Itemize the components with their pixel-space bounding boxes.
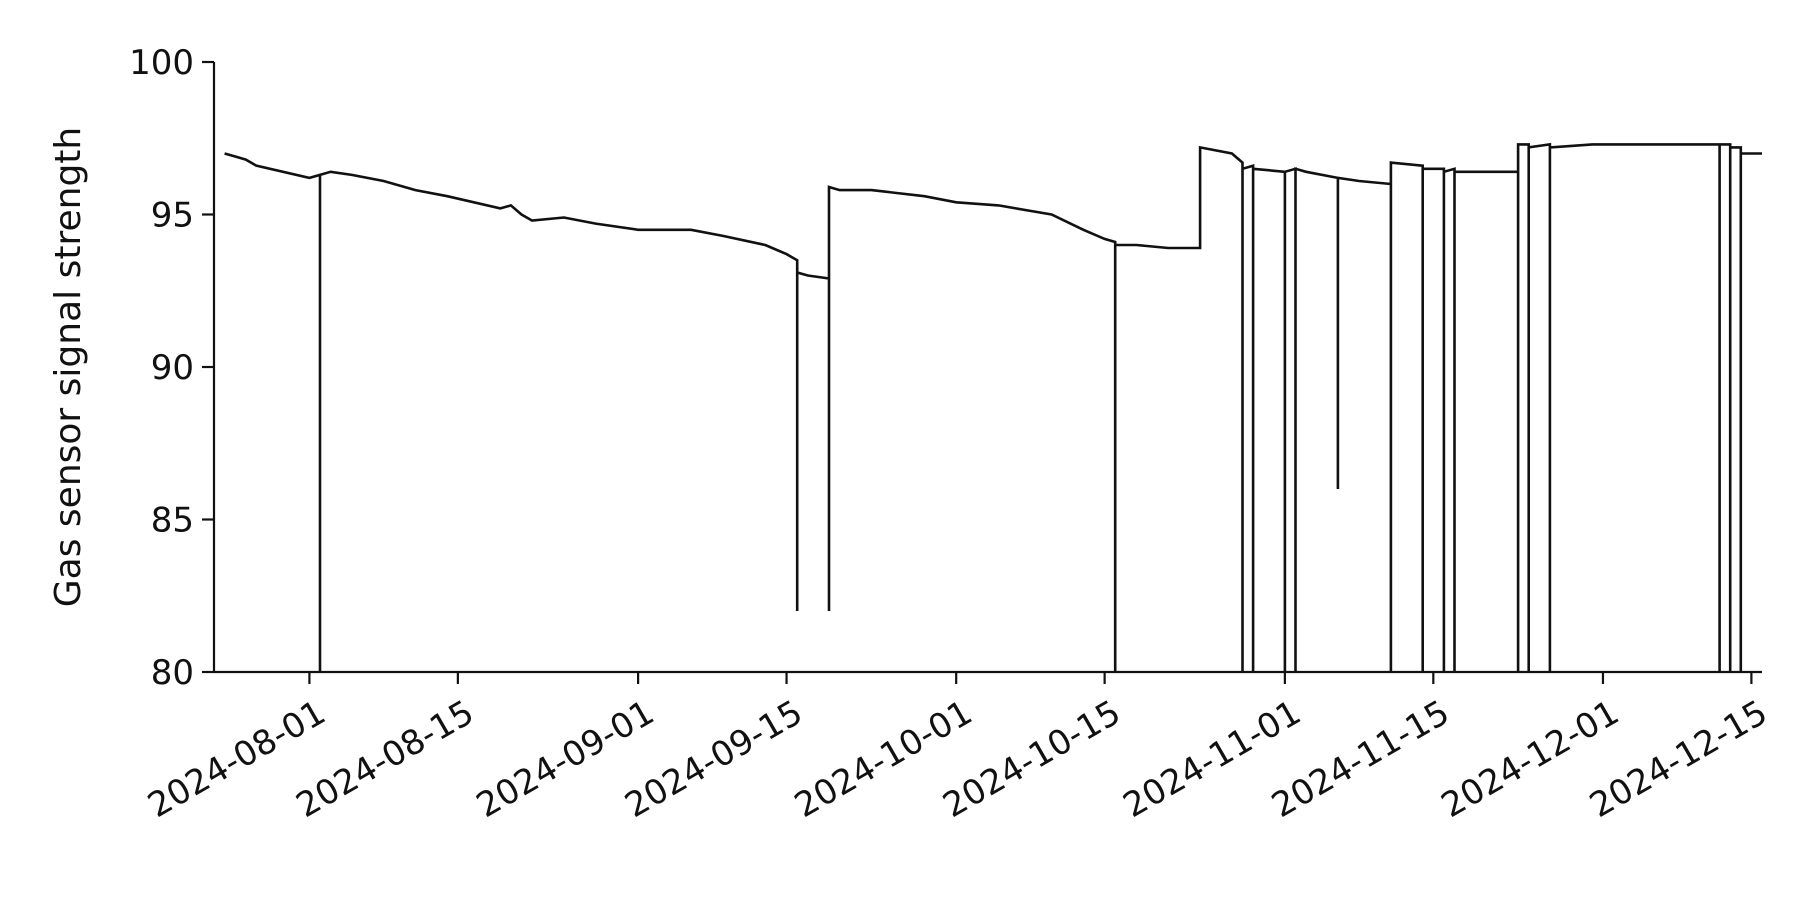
series-line-1 <box>224 142 1762 672</box>
y-axis: 80 85 90 95 100 <box>129 43 216 693</box>
x-axis: 2024-08-012024-08-152024-09-012024-09-15… <box>141 670 1774 826</box>
y-tick-label: 80 <box>151 653 194 693</box>
plot-area <box>224 142 1762 672</box>
y-tick-label: 85 <box>151 501 194 541</box>
y-tick-label: 95 <box>151 196 194 236</box>
y-tick-label: 90 <box>151 348 194 388</box>
y-tick-label: 100 <box>129 43 194 83</box>
y-axis-title: Gas sensor signal strength <box>48 127 89 607</box>
